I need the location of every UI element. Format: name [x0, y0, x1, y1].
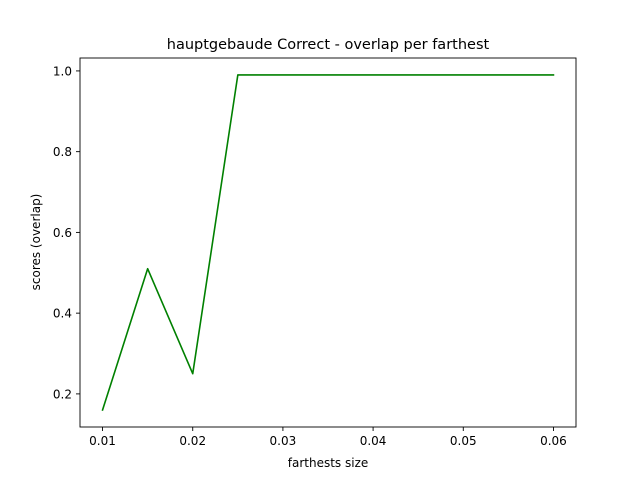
x-tick-label: 0.04: [360, 434, 387, 448]
series-line: [101, 74, 555, 412]
plot-frame: [79, 57, 577, 428]
chart-title: hauptgebaude Correct - overlap per farth…: [167, 37, 490, 53]
y-tick-label: 0.6: [53, 226, 72, 240]
y-tick-label: 0.2: [53, 387, 72, 401]
data-point: [147, 268, 149, 270]
data-point: [192, 373, 194, 375]
x-tick-label: 0.01: [89, 434, 116, 448]
x-tick-label: 0.02: [179, 434, 206, 448]
data-point: [508, 74, 510, 76]
y-axis-label: scores (overlap): [29, 194, 43, 291]
data-point: [237, 74, 239, 76]
x-tick-label: 0.05: [450, 434, 477, 448]
x-tick-label: 0.06: [540, 434, 567, 448]
x-axis-label: farthests size: [288, 456, 369, 470]
data-point: [327, 74, 329, 76]
data-point: [102, 409, 104, 411]
series-layer: [101, 74, 555, 412]
data-point: [282, 74, 284, 76]
data-point: [462, 74, 464, 76]
data-point: [553, 74, 555, 76]
y-tick-label: 1.0: [53, 64, 72, 78]
data-point: [372, 74, 374, 76]
data-point: [417, 74, 419, 76]
y-tick-label: 0.8: [53, 145, 72, 159]
x-tick-label: 0.03: [270, 434, 297, 448]
y-tick-label: 0.4: [53, 307, 72, 321]
axis-ticks: 0.01 0.02 0.03 0.04 0.05 0.06 0.2 0.4 0.6 0.8 1.0: [53, 64, 567, 448]
